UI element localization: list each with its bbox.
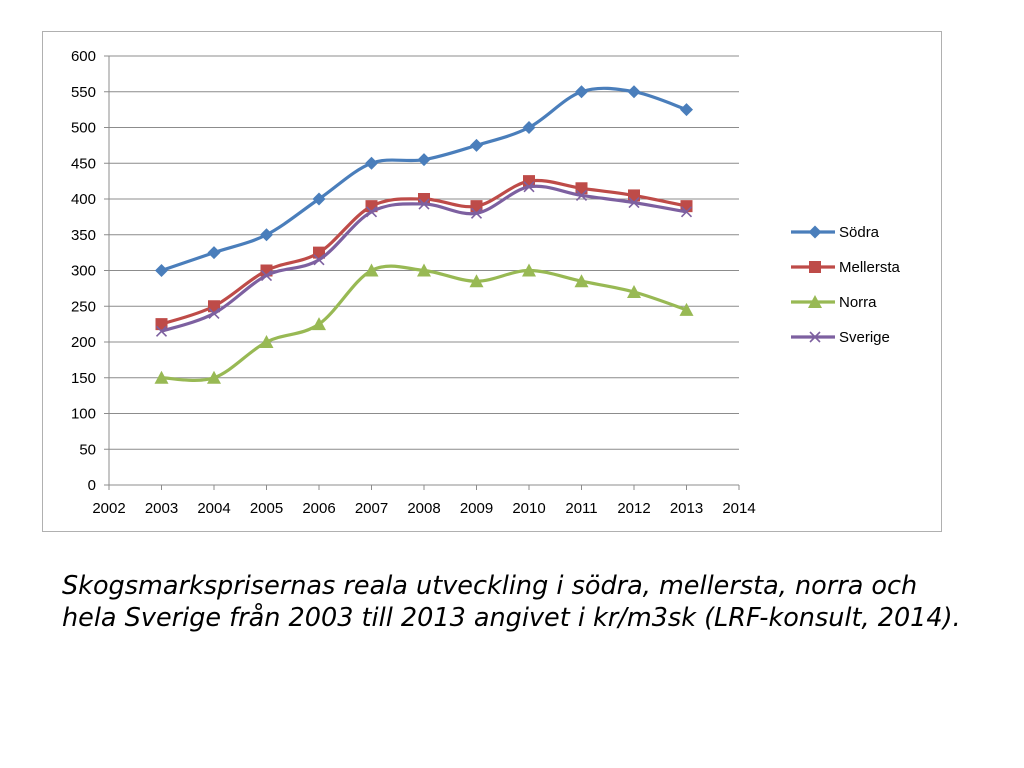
data-point-3: [365, 206, 378, 218]
marker-stroke: [680, 206, 693, 218]
data-point-2: [522, 263, 536, 277]
data-point-0: [155, 264, 168, 277]
y-tick-label: 150: [71, 370, 96, 387]
data-point-2: [679, 302, 694, 316]
y-tick-label: 350: [71, 227, 96, 244]
chart-frame: 0 50 100 150 200 250 300 350 400 450 500 550 600 2002…: [42, 31, 942, 532]
data-point-1: [628, 189, 640, 202]
data-point-3: [470, 207, 483, 219]
y-tick-label: 500: [71, 120, 96, 137]
data-point-2: [259, 335, 274, 348]
marker-stroke: [365, 206, 378, 218]
y-tick-label: 450: [71, 155, 96, 172]
y-tick-label: 0: [88, 477, 96, 494]
figure-caption: Skogsmarksprisernas reala utveckling i s…: [62, 571, 961, 633]
y-tick-label: 250: [71, 298, 96, 315]
y-tick-label: 200: [71, 334, 96, 351]
x-tick-label: 2009: [460, 500, 493, 517]
y-tick-label: 50: [79, 441, 96, 458]
data-point-1: [470, 200, 483, 213]
y-tick-label: 550: [71, 84, 96, 101]
data-point-1: [155, 318, 168, 331]
data-point-2: [364, 263, 379, 277]
marker-stroke: [809, 331, 821, 343]
data-point-2: [574, 274, 589, 288]
data-point-3: [418, 198, 430, 210]
marker-stroke: [575, 189, 588, 201]
data-point-3: [155, 325, 168, 337]
x-tick-label: 2003: [145, 500, 178, 517]
y-tick-label: 300: [71, 263, 96, 280]
marker-stroke: [470, 207, 483, 219]
x-tick-label: 2014: [722, 500, 755, 517]
data-point-0: [522, 121, 536, 134]
data-point-0: [470, 138, 483, 152]
data-point-3: [523, 181, 535, 193]
data-point-3: [680, 206, 693, 218]
legend-marker: [809, 261, 821, 273]
data-point-2: [627, 284, 641, 298]
legend-label: Södra: [839, 224, 880, 241]
series-line-3: [160, 184, 687, 333]
data-point-2: [312, 317, 326, 331]
data-point-0: [312, 192, 326, 206]
y-tick-label: 100: [71, 406, 96, 423]
y-tick-label: 600: [71, 48, 96, 65]
legend-label: Mellersta: [839, 259, 901, 276]
y-tick-label: 400: [71, 191, 96, 208]
marker-stroke: [418, 198, 430, 210]
data-point-0: [575, 85, 588, 99]
data-point-2: [207, 370, 221, 384]
data-point-2: [417, 263, 431, 277]
x-tick-label: 2012: [617, 500, 650, 517]
x-tick-label: 2006: [302, 500, 335, 517]
data-point-3: [208, 307, 220, 319]
legend-marker: [808, 225, 822, 239]
series-line-2: [161, 264, 688, 382]
marker-stroke: [313, 254, 325, 266]
data-point-0: [260, 228, 273, 242]
data-point-0: [207, 246, 221, 260]
line-chart: 0 50 100 150 200 250 300 350 400 450 500 550 600 2002…: [71, 48, 901, 517]
x-tick-label: 2008: [407, 500, 440, 517]
data-point-0: [627, 85, 641, 99]
data-point-3: [628, 197, 640, 209]
x-tick-label: 2013: [670, 500, 703, 517]
x-tick-label: 2011: [565, 500, 597, 517]
legend-label: Sverige: [839, 329, 890, 346]
marker-stroke: [208, 307, 220, 319]
data-point-1: [208, 300, 220, 313]
data-point-3: [575, 189, 588, 201]
data-point-1: [313, 246, 325, 259]
legend-label: Norra: [839, 294, 877, 311]
data-point-0: [365, 156, 378, 170]
x-tick-label: 2007: [355, 500, 388, 517]
x-tick-label: 2004: [197, 500, 230, 517]
x-tick-label: 2010: [512, 500, 545, 517]
series-line-0: [160, 86, 688, 273]
marker-stroke: [523, 181, 535, 193]
marker-stroke: [628, 197, 640, 209]
data-point-2: [154, 370, 169, 384]
data-point-2: [469, 274, 484, 288]
marker-stroke: [260, 269, 273, 282]
data-point-1: [575, 182, 588, 195]
data-point-0: [417, 153, 431, 167]
data-point-0: [680, 103, 693, 117]
legend-marker: [808, 295, 822, 308]
data-point-3: [260, 269, 273, 282]
data-point-3: [313, 254, 325, 266]
x-tick-label: 2002: [92, 500, 125, 517]
x-tick-label: 2005: [250, 500, 283, 517]
legend-marker: [809, 331, 821, 343]
marker-stroke: [155, 325, 168, 337]
